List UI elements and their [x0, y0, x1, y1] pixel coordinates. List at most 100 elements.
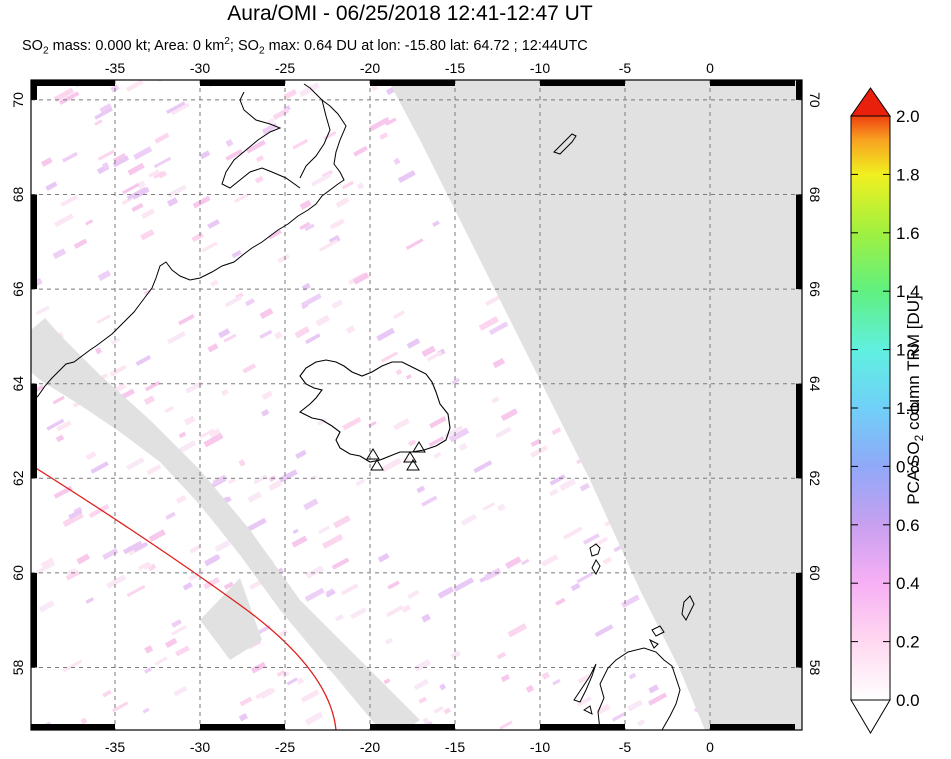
retrieval-streak — [35, 561, 56, 575]
retrieval-streak — [113, 382, 127, 394]
retrieval-streak — [299, 199, 312, 210]
retrieval-streak — [228, 477, 237, 485]
retrieval-streak — [298, 82, 320, 98]
retrieval-streak — [62, 511, 84, 528]
retrieval-streak — [165, 511, 176, 520]
retrieval-streak — [395, 368, 403, 376]
retrieval-streak — [570, 582, 581, 592]
lon-tick-label-top: -5 — [619, 60, 632, 76]
frame-bar-top — [370, 80, 455, 86]
retrieval-streak — [369, 116, 390, 132]
lon-tick-label-bottom: -20 — [360, 739, 380, 755]
lon-tick-label-top: -15 — [445, 60, 465, 76]
retrieval-streak — [421, 345, 436, 358]
triangle-icon — [412, 441, 426, 453]
retrieval-streak — [40, 557, 55, 569]
retrieval-streak — [245, 139, 266, 154]
retrieval-streak — [153, 170, 164, 179]
retrieval-streak — [488, 321, 509, 335]
lat-tick-label-right: 68 — [807, 187, 823, 203]
retrieval-streak — [189, 544, 201, 554]
retrieval-streak — [147, 563, 157, 572]
retrieval-streak — [329, 218, 345, 230]
retrieval-streak — [203, 554, 220, 567]
retrieval-streak — [223, 333, 237, 343]
retrieval-streak — [166, 197, 179, 207]
retrieval-streak — [148, 169, 160, 178]
retrieval-streak — [300, 689, 320, 703]
retrieval-streak — [286, 677, 298, 686]
retrieval-streak — [255, 687, 273, 700]
frame-bar-right — [796, 194, 802, 290]
retrieval-streak — [99, 103, 113, 114]
retrieval-streak — [102, 161, 110, 170]
retrieval-streak — [65, 570, 80, 581]
retrieval-streak — [246, 517, 267, 532]
retrieval-streak — [426, 350, 443, 362]
iceland-coastline — [298, 359, 451, 463]
no-data-wedge — [200, 578, 262, 660]
retrieval-streak — [450, 650, 461, 660]
retrieval-streak — [521, 558, 530, 566]
retrieval-streak — [355, 478, 366, 487]
retrieval-streak — [167, 184, 187, 198]
retrieval-streak — [292, 528, 299, 534]
retrieval-streak — [178, 431, 187, 439]
retrieval-streak — [433, 452, 442, 459]
retrieval-streak — [559, 478, 577, 492]
retrieval-streak — [127, 162, 145, 176]
retrieval-streak — [576, 572, 594, 584]
retrieval-streak — [274, 331, 283, 340]
retrieval-streak — [392, 310, 405, 320]
retrieval-streak — [52, 395, 65, 405]
retrieval-streak — [102, 547, 119, 561]
retrieval-streak — [345, 325, 356, 334]
retrieval-streak — [530, 438, 542, 447]
no-data-region-east — [388, 80, 802, 730]
retrieval-streak — [384, 637, 393, 645]
retrieval-streak — [276, 669, 286, 677]
retrieval-streak — [428, 436, 445, 447]
no-data-region-west — [31, 318, 420, 730]
retrieval-streak — [334, 613, 344, 622]
retrieval-streak — [153, 156, 172, 169]
retrieval-streak — [66, 567, 77, 576]
retrieval-streak — [299, 221, 311, 230]
lat-tick-label-left: 60 — [10, 565, 26, 581]
frame-bar-left — [31, 383, 37, 479]
colorbar-tick-label: 1.8 — [896, 165, 920, 184]
retrieval-streak — [602, 556, 613, 565]
retrieval-streak — [350, 607, 367, 620]
retrieval-streak — [473, 460, 493, 474]
retrieval-streak — [254, 175, 264, 184]
colorbar: 0.0 0.2 0.4 0.6 0.8 1.0 1.2 1.4 1.6 1.8 2.0 — [850, 87, 920, 734]
frame-bar-left — [31, 572, 37, 668]
retrieval-streak — [305, 333, 321, 345]
retrieval-streak — [292, 138, 309, 150]
retrieval-streak — [173, 686, 188, 697]
retrieval-streak — [158, 170, 168, 179]
retrieval-streak — [102, 689, 112, 698]
retrieval-streak — [555, 597, 566, 606]
retrieval-streak — [325, 590, 336, 598]
retrieval-streak — [146, 464, 162, 476]
retrieval-streak — [541, 554, 559, 567]
retrieval-streak — [141, 208, 155, 220]
retrieval-streak — [125, 80, 144, 92]
retrieval-streak — [199, 428, 215, 439]
retrieval-streak — [353, 145, 368, 157]
lat-tick-label-left: 58 — [10, 660, 26, 676]
retrieval-streak — [144, 645, 154, 654]
lon-tick-label-top: 0 — [706, 60, 714, 76]
retrieval-streak — [397, 170, 416, 183]
retrieval-streak — [331, 299, 344, 309]
retrieval-streak — [386, 605, 404, 618]
retrieval-streak — [88, 504, 110, 519]
retrieval-streak — [38, 600, 55, 613]
retrieval-streak — [377, 552, 390, 563]
lon-tick-label-bottom: -15 — [445, 739, 465, 755]
retrieval-streak — [261, 408, 270, 417]
retrieval-streak — [485, 295, 501, 307]
lat-tick-label-right: 64 — [807, 376, 823, 392]
